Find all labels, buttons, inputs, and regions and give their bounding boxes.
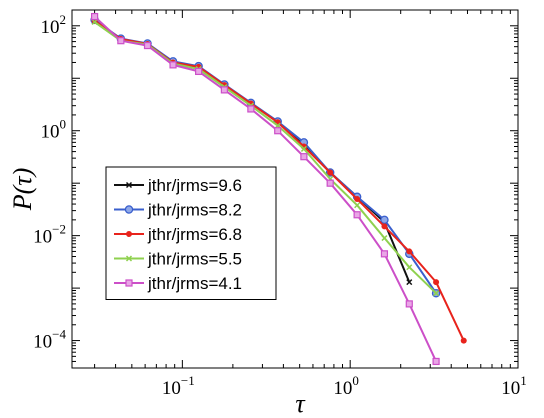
series-layer xyxy=(90,12,467,366)
data-point-stroke xyxy=(300,145,307,152)
data-point xyxy=(327,169,334,176)
data-point xyxy=(406,248,413,255)
x-tick-label: 101 xyxy=(501,373,527,399)
legend-marker xyxy=(124,205,134,214)
data-point xyxy=(220,86,228,94)
legend-label: jthr/jrms=9.6 xyxy=(147,176,242,195)
data-point xyxy=(353,211,361,219)
legend-entry: jthr/jrms=6.8 xyxy=(114,225,242,244)
data-point xyxy=(300,153,308,161)
legend-label: jthr/jrms=4.1 xyxy=(147,274,242,293)
data-point xyxy=(433,290,440,297)
data-point xyxy=(381,223,388,230)
data-point-stroke xyxy=(381,235,388,242)
legend-marker-stroke xyxy=(125,255,133,262)
data-point xyxy=(91,12,99,21)
y-tick-label: 102 xyxy=(41,12,67,38)
legend-entry: jthr/jrms=9.6 xyxy=(114,176,242,195)
data-point xyxy=(405,300,413,308)
data-point xyxy=(432,357,440,366)
legend-marker xyxy=(125,255,133,262)
data-point xyxy=(91,18,98,26)
data-point xyxy=(195,67,203,76)
legend-marker xyxy=(125,279,133,287)
legend: jthr/jrms=9.6 jthr/jrms=8.2 jthr/jrms=6.8 j… xyxy=(105,166,277,300)
data-point xyxy=(380,250,389,258)
data-point-stroke xyxy=(354,202,361,209)
legend-marker xyxy=(126,231,132,237)
y-axis-title: P(τ) xyxy=(8,168,37,212)
data-point xyxy=(274,127,282,135)
data-point xyxy=(117,37,125,45)
x-tick-label: 100 xyxy=(333,373,359,399)
legend-label: jthr/jrms=6.8 xyxy=(147,225,242,244)
data-point xyxy=(460,337,467,344)
series-5 xyxy=(91,12,440,366)
axis-ticks xyxy=(72,9,519,369)
series-line xyxy=(93,15,438,362)
x-axis-title: τ xyxy=(295,389,306,418)
data-point xyxy=(433,279,440,286)
y-tick-label: 10−4 xyxy=(33,327,66,353)
y-tick-labels: 102 100 10−2 10−4 xyxy=(33,12,66,353)
data-point xyxy=(406,279,413,286)
data-point xyxy=(354,195,361,202)
y-tick-label: 100 xyxy=(41,117,67,143)
data-point xyxy=(300,145,307,152)
data-point xyxy=(143,41,152,50)
legend-entry: jthr/jrms=8.2 xyxy=(114,201,242,220)
y-tick-label: 10−2 xyxy=(33,222,66,248)
legend-marker xyxy=(125,181,133,189)
data-point-stroke xyxy=(91,18,98,26)
data-point-stroke xyxy=(406,264,413,271)
legend-label: jthr/jrms=5.5 xyxy=(147,250,242,269)
data-point-stroke xyxy=(433,290,440,297)
x-tick-label: 10−1 xyxy=(162,373,195,399)
data-point xyxy=(380,215,389,225)
legend-entry: jthr/jrms=5.5 xyxy=(114,250,242,269)
data-point xyxy=(326,179,334,187)
legend-entry: jthr/jrms=4.1 xyxy=(114,274,242,293)
data-point xyxy=(169,61,177,69)
legend-marker-stroke xyxy=(125,181,133,189)
x-tick-labels: 10−1 100 101 xyxy=(162,373,527,399)
data-point-stroke xyxy=(406,279,413,286)
data-point xyxy=(247,105,255,113)
legend-label: jthr/jrms=8.2 xyxy=(147,201,242,220)
data-point xyxy=(381,235,388,242)
data-point xyxy=(354,202,361,209)
data-point xyxy=(406,264,413,271)
